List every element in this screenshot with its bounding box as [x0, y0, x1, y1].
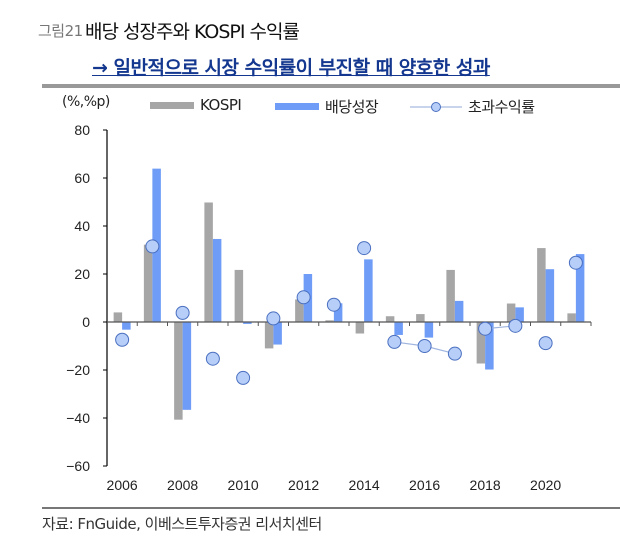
- legend-marker-excess-return: [410, 101, 462, 112]
- bar-dividend-growth-2013: [333, 303, 343, 322]
- marker-excess-return-2021: [568, 255, 583, 270]
- bar-dividend-growth-2018: [485, 322, 494, 370]
- bar-kospi-2013: [325, 320, 334, 322]
- x-tick-label: 2008: [167, 477, 198, 493]
- bar-kospi-2006: [113, 312, 123, 322]
- bar-kospi-2014: [355, 322, 365, 334]
- bar-kospi-2019: [506, 303, 516, 322]
- chart-subtitle: → 일반적으로 시장 수익률이 부진할 때 양호한 성과: [92, 57, 490, 79]
- y-tick-label: 60: [74, 170, 90, 186]
- marker-excess-return-2006: [115, 332, 130, 347]
- bar-kospi-2007: [143, 244, 153, 322]
- marker-excess-return-2009: [205, 351, 220, 366]
- x-tick-label: 2010: [228, 477, 259, 493]
- marker-excess-return-2011: [266, 311, 281, 326]
- x-tick-label: 2016: [409, 477, 440, 493]
- markers-layer: [115, 239, 583, 385]
- bar-dividend-growth-2010: [243, 322, 252, 324]
- bar-kospi-2008: [174, 322, 183, 420]
- legend-swatch-kospi: [150, 101, 194, 109]
- legend-label-kospi: KOSPI: [200, 96, 242, 114]
- source-note: 자료: FnGuide, 이베스트투자증권 리서치센터: [42, 515, 322, 533]
- bar-kospi-2021: [567, 313, 576, 322]
- bar-dividend-growth-2019: [515, 307, 524, 322]
- marker-excess-return-2013: [326, 297, 341, 312]
- tick-labels-layer: 80 60 40 20 0 −20 −40 −60 2006 2008 2010 2012 2014 20…: [66, 122, 561, 493]
- y-tick-label: 20: [74, 266, 90, 282]
- marker-excess-return-2017: [447, 346, 462, 361]
- bar-dividend-growth-2006: [122, 322, 131, 330]
- bar-dividend-growth-2015: [394, 322, 403, 335]
- y-tick-label: −60: [66, 458, 90, 474]
- bar-dividend-growth-2016: [424, 322, 434, 338]
- chart-title: 배당 성장주와 KOSPI 수익률: [85, 21, 300, 43]
- legend-item-dividend-growth: 배당성장: [275, 96, 379, 117]
- marker-excess-return-2010: [236, 370, 251, 385]
- bar-kospi-2020: [537, 248, 546, 322]
- x-tick-label: 2006: [107, 477, 138, 493]
- bar-kospi-2018: [476, 322, 486, 364]
- bars-layer: [113, 168, 585, 420]
- marker-excess-return-2008: [175, 305, 190, 320]
- bar-dividend-growth-2017: [454, 300, 464, 322]
- x-tick-label: 2018: [470, 477, 501, 493]
- bar-kospi-2016: [416, 314, 425, 322]
- legend-item-excess-return: 초과수익률: [410, 96, 535, 117]
- bar-dividend-growth-2011: [273, 322, 282, 345]
- x-tick-label: 2014: [349, 477, 380, 493]
- marker-excess-return-2015: [387, 334, 402, 349]
- bar-kospi-2017: [446, 269, 455, 322]
- bar-kospi-2015: [385, 316, 395, 322]
- marker-excess-return-2007: [145, 239, 160, 254]
- y-axis-unit-label: (%,%p): [62, 94, 110, 110]
- y-tick-label: 80: [74, 122, 90, 138]
- x-tick-label: 2012: [288, 477, 319, 493]
- marker-excess-return-2019: [508, 318, 523, 333]
- y-tick-label: −20: [66, 362, 90, 378]
- legend-label-excess-return: 초과수익률: [468, 98, 535, 116]
- bar-dividend-growth-2008: [182, 322, 192, 410]
- bar-kospi-2012: [295, 299, 304, 322]
- figure-label: 그림21: [38, 22, 83, 40]
- legend-label-dividend-growth: 배당성장: [325, 98, 379, 116]
- bar-kospi-2011: [264, 322, 274, 349]
- bar-dividend-growth-2009: [212, 238, 222, 322]
- x-tick-label: 2020: [530, 477, 561, 493]
- bar-dividend-growth-2021: [575, 254, 585, 322]
- marker-excess-return-2014: [357, 241, 372, 256]
- axes-layer: [103, 129, 592, 467]
- marker-excess-return-2020: [538, 336, 553, 351]
- bar-kospi-2010: [234, 269, 244, 322]
- y-tick-label: 0: [82, 314, 90, 330]
- legend-swatch-dividend-growth: [275, 103, 319, 110]
- legend-item-kospi: KOSPI: [150, 96, 242, 114]
- bar-dividend-growth-2014: [364, 259, 373, 322]
- bottom-divider: [42, 507, 620, 509]
- bar-dividend-growth-2020: [545, 269, 555, 322]
- y-tick-label: −40: [66, 410, 90, 426]
- bar-kospi-2009: [204, 202, 213, 322]
- marker-excess-return-2018: [478, 321, 493, 336]
- marker-excess-return-2016: [417, 339, 432, 353]
- top-divider: [42, 84, 620, 88]
- marker-excess-return-2012: [296, 290, 311, 305]
- y-tick-label: 40: [74, 218, 90, 234]
